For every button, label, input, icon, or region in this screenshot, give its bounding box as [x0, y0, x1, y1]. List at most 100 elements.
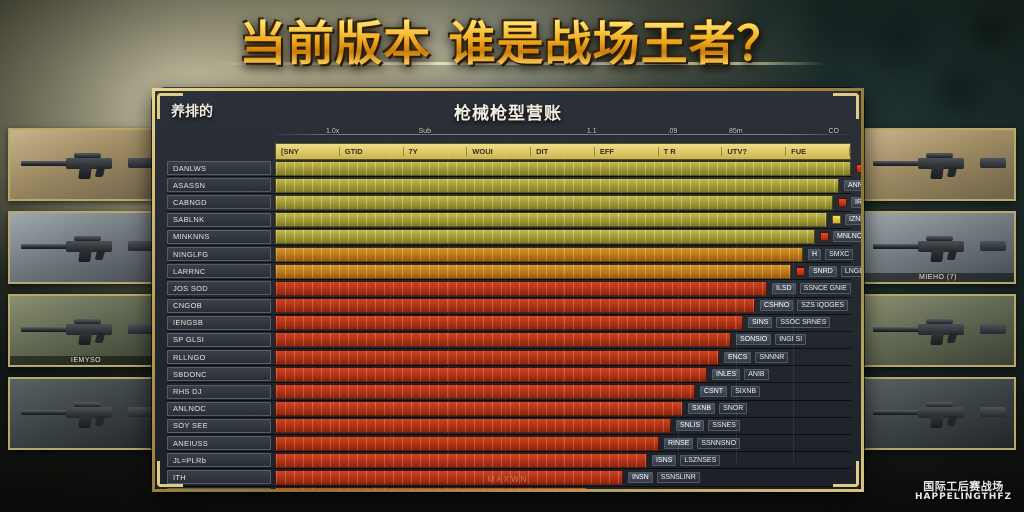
- panel-footer-text: MAXWN: [487, 475, 529, 484]
- row-label: RLLNGO: [167, 350, 271, 365]
- row-value-group: INLES ANIB: [707, 367, 769, 382]
- row-label: ITH: [167, 470, 271, 485]
- weapon-card-rifle-aug[interactable]: [860, 294, 1016, 367]
- row-value-chip: LSZNSES: [680, 454, 721, 466]
- chart-row[interactable]: CABNGD IRULSRG BS: [167, 194, 861, 212]
- chart-row[interactable]: DANLWS RNEZDQ: [167, 160, 861, 178]
- chart-row[interactable]: MINKNNS MNLNCLRD: [167, 229, 861, 246]
- weapon-card-rifle-scar[interactable]: IEMYSO: [8, 294, 164, 367]
- chart-row[interactable]: IENGSB SINS SSOC SRNES: [167, 315, 851, 332]
- chart-row[interactable]: SBDONC INLES ANIB: [167, 366, 851, 384]
- panel-subtitle: 养排的: [171, 104, 213, 120]
- value-bar: [275, 212, 827, 228]
- chart-row[interactable]: LARRNC SNRDLNGES: [167, 263, 861, 281]
- bar-track: CSHNO SZS IQDGES: [275, 298, 851, 314]
- weapon-icon: [872, 401, 1007, 428]
- chart-row[interactable]: RHS DJ CSNT SIXNB: [167, 383, 851, 401]
- row-value-group: MNLNCLRD: [815, 229, 861, 244]
- chart-row[interactable]: NINGLFG H SMXC: [167, 246, 854, 264]
- weapon-card-rifle-m416[interactable]: [8, 128, 164, 201]
- value-bar: [275, 469, 623, 485]
- panel-title: 枪械枪型营账: [454, 104, 562, 124]
- axis-tick-label: .09: [667, 128, 678, 135]
- weapon-icon: [20, 318, 155, 345]
- value-bar: [275, 435, 659, 451]
- row-value-chip: INSN: [628, 471, 653, 483]
- row-value-group: RNEZDQ: [851, 161, 861, 176]
- row-value-chip: SONSIO: [736, 334, 772, 346]
- row-value-chip: ISNS: [652, 454, 677, 466]
- value-bar: [275, 298, 755, 314]
- headline-underline: [215, 62, 825, 65]
- chart-row[interactable]: ASASSN ANNLGRZ8043: [167, 177, 861, 195]
- legend-swatch-yel: [832, 215, 841, 225]
- row-value-chip: RINSE: [664, 437, 694, 449]
- row-label: SABLNK: [167, 212, 271, 227]
- row-label: CNGOB: [167, 298, 271, 313]
- bar-track: ENCS SNNNR: [275, 349, 851, 365]
- chart-row[interactable]: JOS SOD ILSD SSNCE GNIE: [167, 280, 851, 298]
- chart-row[interactable]: SOY SEE SNLIS SSNES: [167, 418, 851, 435]
- chart-row[interactable]: QLESTOR INLGS SSNSSFOHS: [167, 487, 851, 492]
- row-value-group: SNLIS SSNES: [671, 418, 740, 433]
- value-bar: [275, 229, 815, 245]
- row-value-chip: SNNNR: [755, 351, 789, 363]
- chart-axis: 1.0x Sub 1.1 .09 85m CO: [275, 128, 851, 140]
- row-label: DANLWS: [167, 161, 271, 176]
- value-bar: [275, 384, 695, 400]
- row-value-chip: SZS IQDGES: [797, 300, 849, 312]
- legend-swatch-red: [820, 232, 829, 242]
- bar-track: SNLIS SSNES: [275, 418, 851, 434]
- row-value-group: CSHNO SZS IQDGES: [755, 298, 849, 313]
- bar-track: ILSD SSNCE GNIE: [275, 280, 851, 296]
- row-value-group: SXNB SNOR: [683, 401, 748, 416]
- row-value-group: ILSD SSNCE GNIE: [767, 281, 851, 296]
- row-label: QLESTOR: [167, 487, 271, 489]
- row-value-group: RINSE SSNNSNO: [659, 436, 741, 451]
- row-label: LARRNC: [167, 264, 271, 279]
- row-value-chip: SSNCE GNIE: [799, 282, 851, 294]
- column-header: DIT: [531, 147, 595, 156]
- row-value-group: SINS SSOC SRNES: [743, 315, 831, 330]
- chart-row[interactable]: JL=PLRb ISNS LSZNSES: [167, 452, 851, 470]
- bar-track: INSN SSNSLINR: [275, 469, 851, 485]
- value-bar: [275, 418, 671, 434]
- weapon-card-rifle-sks[interactable]: [860, 377, 1016, 450]
- row-value-group: CSNT SIXNB: [695, 384, 761, 399]
- row-value-group: ISNS LSZNSES: [647, 453, 721, 468]
- value-bar: [275, 177, 839, 193]
- bar-track: MNLNCLRD: [275, 229, 861, 245]
- chart-row[interactable]: SABLNK IZNLZ5MSHRD: [167, 212, 861, 229]
- weapon-card-rifle-m16a4[interactable]: [8, 211, 164, 284]
- legend-swatch-red: [796, 266, 805, 276]
- axis-tick-label: 1.1: [586, 128, 597, 135]
- row-value-chip: MNLNC: [833, 231, 861, 243]
- axis-tick-label: Sub: [418, 128, 431, 135]
- weapon-card-rifle-groza[interactable]: MIEHO (7): [860, 211, 1016, 284]
- row-value-group: IZNLZ5MSHRD: [827, 212, 861, 227]
- value-bar: [275, 280, 767, 296]
- row-value-chip: SSNSSFOHS: [625, 489, 676, 492]
- weapon-gallery-right: MIEHO (7): [860, 128, 1016, 450]
- row-label: ASASSN: [167, 178, 271, 193]
- chart-row[interactable]: RLLNGO ENCS SNNNR: [167, 349, 851, 367]
- row-value-chip: LNGES: [840, 265, 861, 277]
- weapon-icon: [872, 235, 1007, 262]
- value-bar: [275, 401, 683, 417]
- chart-row[interactable]: CNGOB CSHNO SZS IQDGES: [167, 298, 851, 315]
- weapon-card-rifle-akm[interactable]: [8, 377, 164, 450]
- chart-row[interactable]: ITH INSN SSNSLINR: [167, 469, 851, 487]
- watermark-line-2: HAPPELINGTHFZ: [914, 491, 1012, 502]
- axis-tick-label: 1.0x: [325, 128, 340, 135]
- chart-row[interactable]: SP GLSI SONSIO INGI SI: [167, 332, 851, 350]
- value-bar: [275, 452, 647, 468]
- column-header: WOUI: [467, 147, 532, 156]
- weapon-card-rifle-mk14[interactable]: [860, 128, 1016, 201]
- headline-banner: 当前版本 谁是战场王者？: [0, 6, 1024, 72]
- axis-tick-label: 85m: [728, 128, 743, 135]
- chart-row[interactable]: ANLNOC SXNB SNOR: [167, 401, 851, 418]
- bar-track: SXNB SNOR: [275, 401, 851, 417]
- column-header: T R: [659, 147, 723, 156]
- bar-track: H SMXC: [275, 246, 854, 262]
- chart-row[interactable]: ANEIUSS RINSE SSNNSNO: [167, 435, 851, 453]
